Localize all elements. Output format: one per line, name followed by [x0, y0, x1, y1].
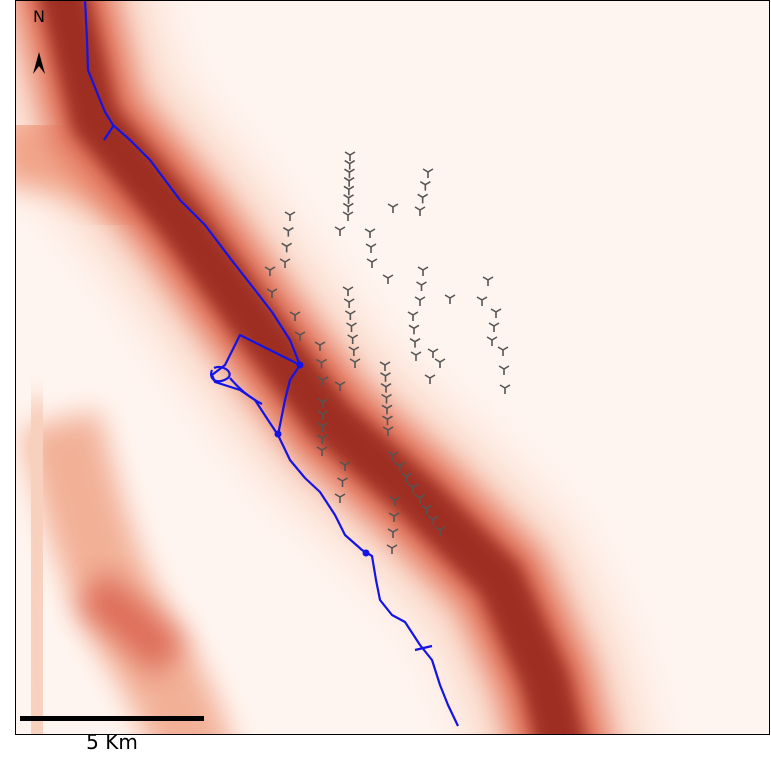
scale-label: 5 Km: [86, 730, 138, 754]
track-point: [275, 431, 282, 438]
track-point: [297, 362, 304, 369]
scale-bar: [20, 716, 204, 721]
track-point: [363, 550, 370, 557]
north-label: N: [33, 7, 45, 26]
map: N 5 Km: [0, 0, 771, 759]
